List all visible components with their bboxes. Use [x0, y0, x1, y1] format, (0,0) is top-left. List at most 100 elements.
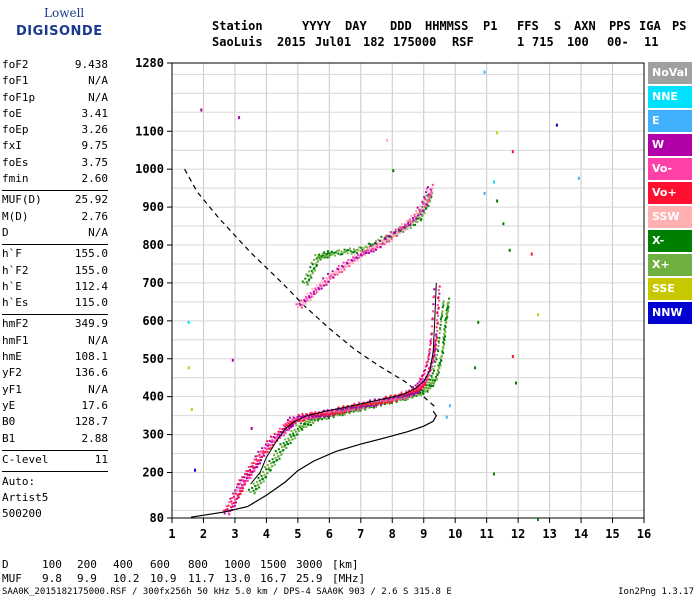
x-trace-point — [426, 381, 429, 384]
x-trace-point — [372, 403, 375, 406]
o-multihop-point — [303, 298, 306, 301]
o-trace-point — [302, 417, 305, 420]
header-value: Jul01 — [315, 35, 352, 49]
x-multihop-point — [361, 248, 364, 251]
o-trace-point — [407, 392, 410, 395]
o-trace-point — [397, 396, 400, 399]
x-trace-point — [431, 372, 434, 375]
o-trace-point — [414, 390, 417, 393]
o-trace-point — [420, 386, 423, 389]
x-trace-point — [290, 429, 293, 432]
x-trace-point — [292, 432, 295, 435]
x-trace-point — [444, 335, 447, 338]
o-multihop-point — [355, 256, 358, 259]
noise-point — [250, 427, 253, 430]
o-trace-point — [432, 295, 435, 298]
o-trace-point — [400, 392, 403, 395]
x-trace-point — [420, 394, 423, 397]
param-value: N/A — [88, 225, 108, 239]
o-multihop-point — [300, 299, 303, 302]
separator — [2, 471, 108, 473]
o-trace-point — [434, 341, 437, 344]
o-trace-point — [424, 369, 427, 372]
o-multihop-point — [401, 229, 404, 232]
x-trace-point — [273, 454, 276, 457]
x-multihop-point — [348, 247, 351, 250]
param-value: 349.9 — [74, 317, 108, 331]
table-value: 600 — [150, 558, 170, 571]
x-trace-point — [247, 488, 250, 491]
x-trace-point — [285, 441, 288, 444]
o-trace-point — [379, 403, 382, 406]
o-multihop-point — [370, 250, 373, 253]
o-multihop-point — [348, 261, 351, 264]
o-multihop-point — [367, 247, 370, 250]
x-multihop-point — [411, 221, 414, 224]
o-trace-point — [252, 466, 255, 469]
o-multihop-point — [429, 194, 432, 197]
o-multihop-point — [374, 242, 377, 245]
o-trace-point — [378, 399, 381, 402]
x-trace-point — [392, 399, 395, 402]
o-trace-point — [254, 455, 257, 458]
o-trace-point — [433, 346, 436, 349]
noise-point — [200, 108, 203, 112]
x-multihop-point — [407, 220, 410, 223]
param-row: foF2 9.438 — [2, 58, 108, 74]
o-trace-point — [352, 408, 355, 411]
x-trace-point — [301, 425, 304, 428]
x-trace-point — [441, 310, 444, 313]
x-trace-point — [334, 413, 337, 416]
x-trace-point — [249, 490, 252, 493]
x-multihop-point — [315, 264, 318, 267]
x-multihop-point — [417, 213, 420, 216]
o-trace-point — [227, 504, 230, 507]
electron-density-profile — [190, 410, 438, 518]
o-multihop-point — [352, 262, 355, 265]
o-trace-point — [399, 397, 402, 400]
x-trace-point — [293, 434, 296, 437]
o-multihop-point — [400, 223, 403, 226]
o-multihop-point — [350, 259, 353, 262]
o-trace-point — [267, 443, 270, 446]
o-trace-point — [292, 422, 295, 425]
o-trace-point — [438, 299, 441, 302]
param-row: foEs 3.75 — [2, 156, 108, 172]
x-multihop-point — [364, 245, 367, 248]
noise-point — [511, 150, 514, 154]
o-trace-point — [259, 450, 262, 453]
o-trace-point — [424, 379, 427, 382]
o-trace-point — [375, 404, 378, 407]
param-value: N/A — [88, 90, 108, 104]
x-trace-point — [287, 443, 290, 446]
o-trace-point — [410, 393, 413, 396]
x-trace-point — [437, 345, 440, 348]
x-trace-point — [263, 473, 266, 476]
x-tick-label: 14 — [574, 527, 588, 541]
x-trace-point — [276, 452, 279, 455]
x-multihop-point — [324, 254, 327, 257]
o-trace-point — [240, 479, 243, 482]
x-trace-point — [445, 311, 448, 314]
o-trace-point — [402, 395, 405, 398]
x-trace-point — [277, 448, 280, 451]
o-multihop-point — [326, 272, 329, 275]
o-trace-point — [269, 444, 272, 447]
o-multihop-point — [326, 278, 329, 281]
o-trace-point — [361, 405, 364, 408]
x-trace-point — [357, 410, 360, 413]
o-trace-point — [223, 512, 226, 515]
x-multihop-point — [309, 274, 312, 277]
param-name: hmE — [2, 350, 22, 364]
o-trace-point — [381, 401, 384, 404]
separator — [2, 244, 108, 246]
parameter-panel: foF2 9.438 foF1 N/A foF1p N/A foE 3.41 foEp 3.26 f… — [2, 58, 108, 522]
x-trace-point — [438, 332, 441, 335]
x-multihop-point — [314, 269, 317, 272]
o-multihop-point — [306, 292, 309, 295]
o-trace-point — [354, 407, 357, 410]
o-trace-point — [350, 407, 353, 410]
x-multihop-point — [421, 215, 424, 218]
o-trace-point — [435, 333, 438, 336]
x-trace-point — [438, 341, 441, 344]
